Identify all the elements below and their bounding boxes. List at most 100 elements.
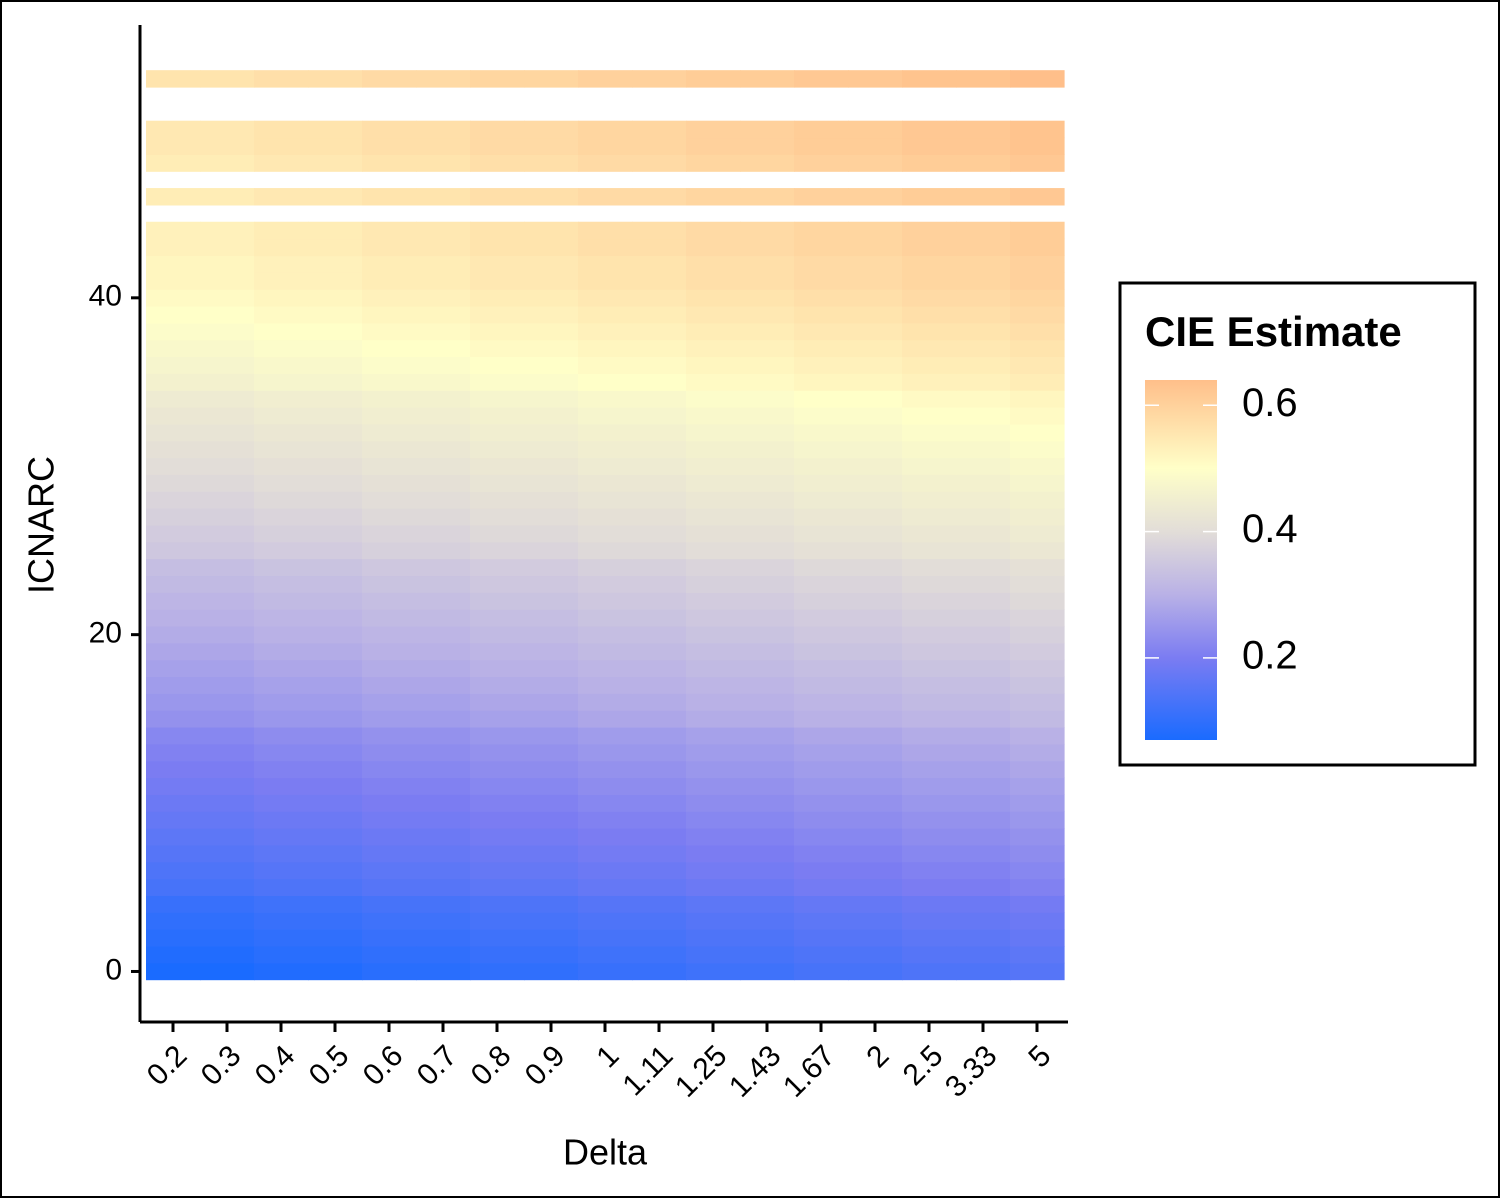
heatmap-cell	[848, 895, 903, 913]
heatmap-cell	[956, 373, 1011, 391]
heatmap-cell	[308, 558, 363, 577]
heatmap-cell	[578, 659, 633, 678]
heatmap-cell	[362, 777, 417, 795]
heatmap-cell	[740, 255, 795, 273]
heatmap-cell	[686, 491, 741, 509]
heatmap-cell	[362, 255, 417, 273]
heatmap-cell	[632, 154, 687, 172]
heatmap-cell	[848, 777, 903, 795]
heatmap-cell	[470, 945, 525, 964]
heatmap-cell	[416, 726, 471, 745]
heatmap-cell	[146, 726, 201, 745]
heatmap-cell	[146, 676, 201, 694]
heatmap-cell	[902, 440, 957, 459]
heatmap-cell	[740, 575, 795, 593]
heatmap-cell	[146, 625, 201, 644]
heatmap-cell	[848, 609, 903, 627]
heatmap-cell	[200, 642, 255, 661]
heatmap-cell	[956, 878, 1011, 896]
heatmap-cell	[200, 440, 255, 459]
heatmap-cell	[362, 390, 417, 408]
heatmap-cell	[524, 929, 579, 947]
heatmap-cell	[470, 575, 525, 593]
heatmap-cell	[578, 255, 633, 273]
heatmap-cell	[1010, 777, 1065, 795]
heatmap-cell	[740, 945, 795, 964]
heatmap-cell	[632, 625, 687, 644]
heatmap-cell	[632, 541, 687, 560]
heatmap-cell	[254, 726, 309, 745]
heatmap-cell	[254, 811, 309, 829]
heatmap-cell	[794, 70, 849, 88]
heatmap-cell	[362, 322, 417, 341]
heatmap-cell	[308, 390, 363, 408]
heatmap-cell	[794, 743, 849, 762]
heatmap-cell	[632, 794, 687, 812]
heatmap-cell	[794, 188, 849, 206]
heatmap-cell	[1010, 238, 1065, 257]
heatmap-cell	[686, 659, 741, 678]
heatmap-cell	[254, 238, 309, 257]
heatmap-cell	[308, 844, 363, 863]
heatmap-cell	[902, 878, 957, 896]
heatmap-cell	[470, 962, 525, 981]
heatmap-cell	[578, 289, 633, 307]
heatmap-cell	[470, 221, 525, 240]
heatmap-cell	[632, 861, 687, 880]
heatmap-cell	[578, 912, 633, 930]
heatmap-cell	[956, 491, 1011, 509]
heatmap-cell	[146, 642, 201, 661]
heatmap-cell	[902, 912, 957, 930]
heatmap-cell	[362, 710, 417, 728]
heatmap-cell	[740, 609, 795, 627]
heatmap-cell	[308, 154, 363, 172]
heatmap-cell	[146, 811, 201, 829]
heatmap-cell	[200, 878, 255, 896]
heatmap-cell	[308, 642, 363, 661]
heatmap-cell	[362, 272, 417, 290]
heatmap-cell	[254, 592, 309, 610]
heatmap-cell	[632, 373, 687, 391]
heatmap-cell	[200, 188, 255, 206]
heatmap-cell	[632, 642, 687, 661]
heatmap-cell	[146, 356, 201, 374]
heatmap-cell	[632, 491, 687, 509]
heatmap-cell	[902, 305, 957, 324]
heatmap-cell	[1010, 255, 1065, 273]
heatmap-cell	[308, 474, 363, 492]
heatmap-cell	[416, 373, 471, 391]
heatmap-cell	[956, 659, 1011, 678]
heatmap-cell	[848, 356, 903, 374]
heatmap-cell	[794, 592, 849, 610]
heatmap-cell	[1010, 457, 1065, 475]
heatmap-cell	[200, 962, 255, 981]
heatmap-cell	[956, 508, 1011, 526]
heatmap-cell	[740, 120, 795, 139]
heatmap-cell	[524, 440, 579, 459]
heatmap-cell	[848, 390, 903, 408]
heatmap-cell	[848, 929, 903, 947]
heatmap-cell	[470, 625, 525, 644]
heatmap-cell	[686, 743, 741, 762]
heatmap-cell	[146, 474, 201, 492]
heatmap-cell	[362, 861, 417, 880]
heatmap-cell	[416, 912, 471, 930]
heatmap-cell	[470, 120, 525, 139]
heatmap-cell	[416, 710, 471, 728]
heatmap-cell	[956, 625, 1011, 644]
heatmap-cell	[416, 305, 471, 324]
heatmap-cell	[308, 322, 363, 341]
heatmap-cell	[902, 373, 957, 391]
heatmap-cell	[794, 625, 849, 644]
heatmap-cell	[524, 272, 579, 290]
heatmap-cell	[794, 508, 849, 526]
heatmap-cell	[740, 339, 795, 358]
heatmap-cell	[146, 945, 201, 964]
heatmap-cell	[686, 609, 741, 627]
legend-title: CIE Estimate	[1145, 308, 1402, 355]
heatmap-cell	[902, 659, 957, 678]
heatmap-cell	[848, 844, 903, 863]
heatmap-cell	[632, 609, 687, 627]
heatmap-cell	[686, 322, 741, 341]
heatmap-cell	[578, 457, 633, 475]
